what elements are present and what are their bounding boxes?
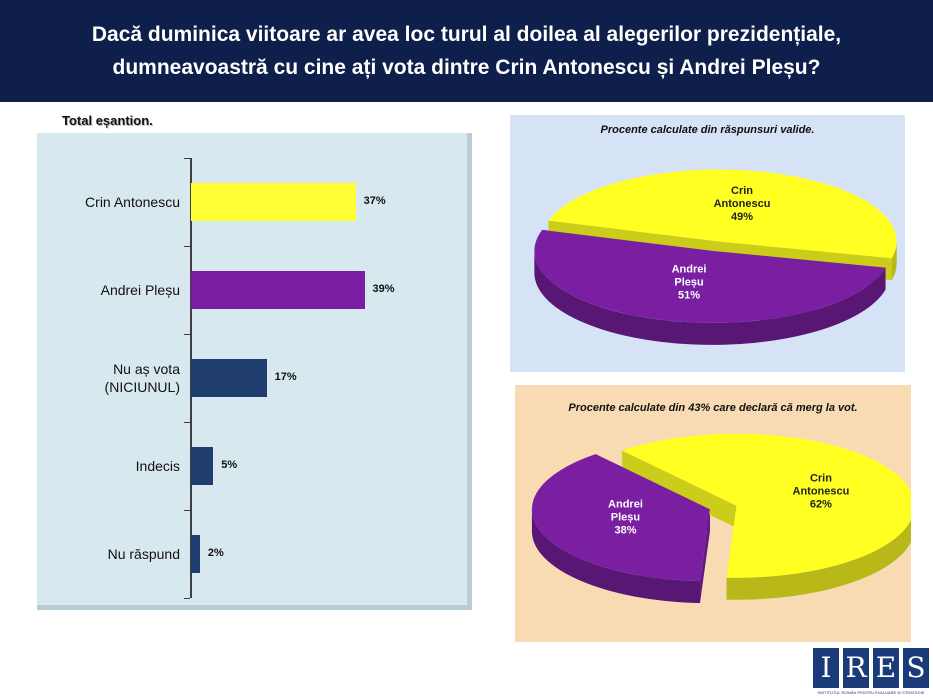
value-label: 17%: [274, 371, 297, 383]
logo-letter: E: [873, 648, 899, 688]
pie-chart-valid-answers: Procente calculate din răspunsuri valide…: [510, 115, 905, 372]
pie-svg: Crin Antonescu 62% Andrei Pleșu 38%: [531, 433, 911, 604]
pie-slice-side: [534, 250, 886, 345]
title-line-1: Dacă duminica viitoare ar avea loc turul…: [91, 23, 842, 46]
axis-tick: [184, 510, 190, 511]
bar: [191, 359, 267, 397]
pie-slice: [622, 433, 911, 578]
pie-slice: [534, 229, 886, 323]
bar: [191, 183, 356, 221]
axis-tick: [184, 422, 190, 423]
logo-letter: R: [843, 648, 869, 688]
pie-slice: [548, 169, 897, 259]
category-label: Andrei Pleșu: [100, 282, 180, 298]
pie-slice-side: [531, 509, 700, 604]
pie-slice-cut-face: [699, 509, 710, 604]
pie-chart-2-title: Procente calculate din 43% care declară …: [568, 402, 858, 414]
ires-logo: I R E S INSTITUTUL ROMÂN PENTRU EVALUARE…: [813, 648, 929, 695]
pie-chart-voters: Procente calculate din 43% care declară …: [515, 385, 911, 642]
value-label: 5%: [221, 459, 238, 471]
pie-slice-label: Crin Antonescu 49%: [714, 185, 771, 223]
logo-letter: S: [903, 648, 929, 688]
pie-slice-side: [726, 519, 911, 600]
value-label: 2%: [207, 547, 224, 559]
pie-slice: [531, 454, 710, 582]
pie-slice-label: Andrei Pleșu 51%: [672, 264, 707, 302]
axis-tick: [184, 334, 190, 335]
bar: [191, 535, 200, 573]
logo-subtitle: INSTITUTUL ROMÂN PENTRU EVALUARE ȘI STRA…: [817, 690, 925, 695]
value-label: 39%: [372, 283, 395, 295]
pie-slice-label: Crin Antonescu 62%: [793, 472, 850, 510]
axis-tick: [184, 158, 190, 159]
pie-slice-label: Andrei Pleșu 38%: [608, 499, 643, 537]
category-label: Indecis: [135, 458, 180, 474]
axis-tick: [184, 246, 190, 247]
axis-tick: [184, 598, 190, 599]
pie-svg: Crin Antonescu 49% Andrei Pleșu 51%: [534, 169, 897, 345]
bar-chart-title: Total eșantion.: [62, 113, 153, 128]
bar: [191, 271, 365, 309]
header-banner: Dacă duminica viitoare ar avea loc turul…: [0, 0, 933, 102]
category-label: Crin Antonescu: [85, 194, 180, 210]
category-label: Nu răspund: [107, 546, 180, 562]
page-title: Dacă duminica viitoare ar avea loc turul…: [30, 18, 903, 84]
pie-slice-side: [891, 241, 897, 281]
bar: [191, 447, 214, 485]
pie-chart-1-title: Procente calculate din răspunsuri valide…: [600, 124, 815, 136]
logo-letter: I: [813, 648, 839, 688]
category-label: Nu aș vota (NICIUNUL): [104, 361, 180, 395]
value-label: 37%: [363, 195, 386, 207]
title-line-2: dumneavoastră cu cine ați vota dintre Cr…: [112, 56, 821, 79]
